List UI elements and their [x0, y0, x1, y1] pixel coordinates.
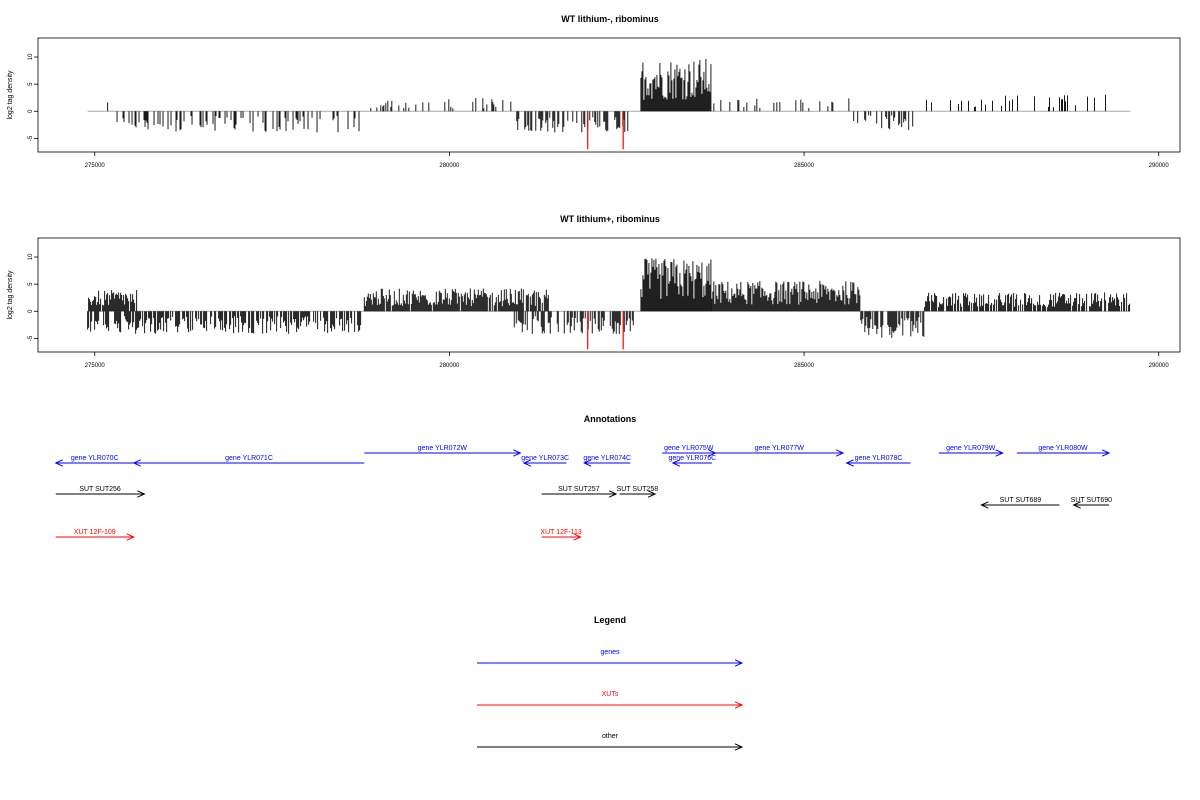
y-axis-label: log2 tag density: [7, 270, 14, 320]
x-tick-label: 280000: [439, 363, 460, 369]
sut-arrow: SUT SUT689: [980, 497, 1060, 509]
annotation-label: gene YLR080W: [1038, 445, 1088, 452]
legend-item-other: other: [477, 733, 744, 751]
annotation-label: gene YLR078C: [855, 455, 903, 462]
x-tick-label: 275000: [85, 363, 106, 369]
x-tick-label: 285000: [794, 363, 815, 369]
annotation-label: gene YLR073C: [521, 455, 569, 462]
sut-arrow: SUT SUT690: [1071, 497, 1113, 509]
legend-label: XUTs: [602, 691, 619, 698]
annotation-label: gene YLR074C: [583, 455, 631, 462]
legend-item-xut: XUTs: [477, 691, 744, 709]
plot-frame: [37, 237, 1181, 353]
x-axis: 275000 280000 285000 290000: [85, 152, 1170, 169]
gene-arrow: gene YLR076C: [668, 455, 716, 467]
annotations-title: Annotations: [584, 414, 637, 424]
gene-arrow: gene YLR077W: [715, 445, 845, 457]
annotation-label: gene YLR070C: [71, 455, 119, 462]
annotations-track: Annotations gene YLR070C gene YLR071C gene…: [54, 414, 1113, 541]
y-tick-label: 5: [28, 282, 34, 286]
gene-arrow: gene YLR073C: [521, 455, 569, 467]
legend: Legend genes XUTs other: [477, 615, 744, 751]
gene-arrow: gene YLR071C: [132, 455, 365, 467]
gene-arrow: gene YLR070C: [54, 455, 134, 467]
annotation-label: gene YLR075W: [664, 445, 714, 452]
y-tick-label: 10: [28, 53, 34, 60]
gene-arrow: gene YLR078C: [845, 455, 911, 467]
signal-bars: [87, 59, 1131, 150]
annotation-label: SUT SUT258: [617, 486, 659, 493]
y-axis: -5 0 5 10: [28, 253, 38, 341]
gene-arrow: gene YLR080W: [1016, 445, 1111, 457]
annotation-label: gene YLR071C: [225, 455, 273, 462]
signal-bars: [87, 258, 1131, 350]
track-panel-lithium-plus: WT lithium+, ribominus log2 tag density …: [7, 214, 1181, 369]
annotation-label: SUT SUT256: [79, 486, 121, 493]
annotation-label: XUT 12F-113: [540, 529, 581, 536]
y-axis: -5 0 5 10: [28, 53, 38, 141]
x-tick-label: 290000: [1149, 363, 1170, 369]
annotation-label: gene YLR076C: [668, 455, 716, 462]
y-tick-label: 0: [28, 309, 34, 313]
legend-label: genes: [600, 649, 620, 656]
y-tick-label: -5: [28, 335, 34, 341]
plot-frame: [37, 37, 1181, 153]
track-panel-lithium-minus: WT lithium-, ribominus log2 tag density …: [7, 14, 1181, 169]
sut-arrow: SUT SUT258: [617, 486, 659, 498]
x-tick-label: 290000: [1149, 163, 1170, 169]
gene-arrow: gene YLR072W: [364, 445, 522, 457]
sut-arrow: SUT SUT257: [541, 486, 618, 498]
y-axis-label: log2 tag density: [7, 70, 14, 120]
legend-item-gene: genes: [477, 649, 744, 667]
y-tick-label: 0: [28, 109, 34, 113]
gene-arrow: gene YLR079W: [938, 445, 1004, 457]
y-tick-label: -5: [28, 135, 34, 141]
annotation-label: gene YLR079W: [946, 445, 996, 452]
y-tick-label: 5: [28, 82, 34, 86]
gene-arrow: gene YLR074C: [582, 455, 631, 467]
legend-title: Legend: [594, 615, 626, 625]
annotation-label: gene YLR072W: [418, 445, 468, 452]
legend-label: other: [602, 733, 619, 740]
annotation-label: gene YLR077W: [755, 445, 805, 452]
panel-title: WT lithium-, ribominus: [561, 14, 659, 24]
x-tick-label: 280000: [439, 163, 460, 169]
annotation-label: SUT SUT690: [1071, 497, 1113, 504]
x-tick-label: 285000: [794, 163, 815, 169]
panel-title: WT lithium+, ribominus: [560, 214, 660, 224]
xut-arrow: XUT 12F-109: [55, 529, 135, 541]
annotation-label: SUT SUT257: [558, 486, 600, 493]
x-axis: 275000 280000 285000 290000: [85, 352, 1170, 369]
sut-arrow: SUT SUT256: [55, 486, 146, 498]
annotation-label: XUT 12F-109: [74, 529, 116, 536]
x-tick-label: 275000: [85, 163, 106, 169]
xut-arrow: XUT 12F-113: [540, 529, 582, 541]
annotation-label: SUT SUT689: [1000, 497, 1042, 504]
y-tick-label: 10: [28, 253, 34, 260]
